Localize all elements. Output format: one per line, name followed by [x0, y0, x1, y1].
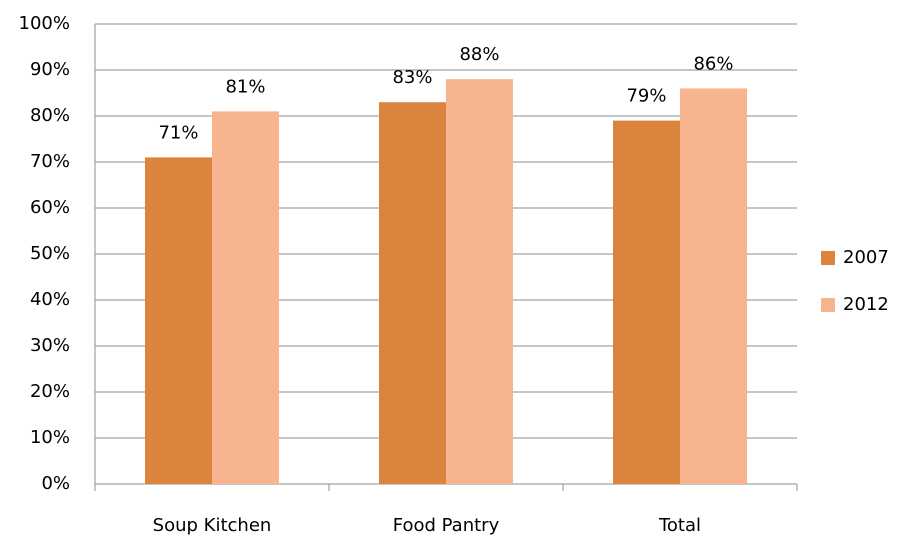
bar	[379, 102, 446, 484]
bar	[145, 157, 212, 484]
value-label: 71%	[158, 122, 198, 143]
y-tick-label: 40%	[30, 289, 70, 310]
legend-label: 2007	[843, 247, 889, 268]
y-tick-label: 100%	[19, 13, 70, 34]
y-tick-label: 0%	[41, 473, 70, 494]
bar	[680, 88, 747, 485]
y-tick-label: 50%	[30, 243, 70, 264]
value-label: 88%	[459, 44, 499, 65]
bar	[613, 120, 680, 484]
y-tick-label: 60%	[30, 197, 70, 218]
bar	[446, 79, 513, 484]
legend-swatch	[821, 251, 835, 265]
y-tick-label: 90%	[30, 59, 70, 80]
x-tick-label: Food Pantry	[393, 515, 500, 536]
value-label: 79%	[626, 86, 666, 107]
bar	[212, 111, 279, 485]
y-tick-label: 70%	[30, 151, 70, 172]
value-label: 81%	[225, 76, 265, 97]
legend-swatch	[821, 298, 835, 312]
y-tick-label: 10%	[30, 427, 70, 448]
legend-label: 2012	[843, 294, 889, 315]
x-tick-label: Soup Kitchen	[153, 515, 272, 536]
value-label: 86%	[693, 53, 733, 74]
value-label: 83%	[392, 67, 432, 88]
x-tick-label: Total	[658, 515, 701, 536]
y-tick-label: 20%	[30, 381, 70, 402]
y-tick-label: 30%	[30, 335, 70, 356]
y-tick-label: 80%	[30, 105, 70, 126]
